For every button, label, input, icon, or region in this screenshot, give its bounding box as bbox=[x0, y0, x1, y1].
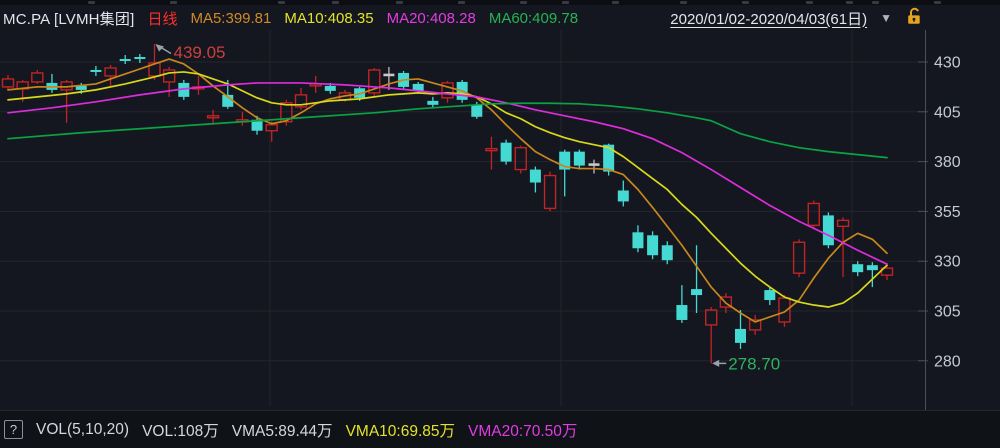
vma20-value: VMA20:70.50万 bbox=[468, 422, 578, 440]
date-range-link[interactable]: 2020/01/02-2020/04/03(61日) bbox=[670, 10, 868, 28]
ma20-legend: MA20:408.28 bbox=[386, 9, 476, 27]
ma-line-ma60 bbox=[7, 102, 888, 159]
chart-header: MC.PA [LVMH集团] 日线 MA5:399.81 MA10:408.35… bbox=[0, 0, 1000, 30]
ma-line-ma10 bbox=[7, 71, 888, 308]
ma5-legend: MA5:399.81 bbox=[190, 9, 272, 27]
vma5-value: VMA5:89.44万 bbox=[231, 422, 333, 440]
high-price-annotation: 439.05 bbox=[174, 43, 226, 62]
ma-lines-group bbox=[7, 58, 888, 323]
vol-value: VOL:108万 bbox=[142, 422, 219, 440]
legend-row: MC.PA [LVMH集团] 日线 MA5:399.81 MA10:408.35… bbox=[3, 7, 1000, 29]
unlock-icon[interactable] bbox=[907, 7, 922, 29]
y-axis-label: 380 bbox=[934, 154, 961, 171]
y-axis-label: 305 bbox=[934, 304, 961, 321]
annotations-group: 439.05 278.70 bbox=[155, 43, 780, 373]
y-axis-label: 355 bbox=[934, 204, 961, 221]
symbol-code: MC.PA bbox=[3, 10, 50, 28]
help-icon[interactable]: ? bbox=[4, 420, 23, 439]
symbol-name: [LVMH集团] bbox=[53, 10, 135, 28]
low-price-annotation: 278.70 bbox=[728, 354, 780, 373]
candles-group bbox=[1, 43, 894, 364]
y-axis-label: 430 bbox=[934, 55, 961, 72]
gridlines: 430 405 380 355 330 305 280 bbox=[0, 30, 961, 448]
cropped-toolbar-row bbox=[0, 0, 1000, 5]
vol-params-label: VOL(5,10,20) bbox=[36, 420, 130, 438]
symbol-ticker: MC.PA [LVMH集团] bbox=[3, 8, 134, 29]
ma-line-ma20 bbox=[7, 82, 888, 266]
volume-header-bar: ? VOL(5,10,20) VOL:108万 VMA5:89.44万 VMA1… bbox=[0, 410, 1000, 448]
y-axis-label: 405 bbox=[934, 104, 961, 121]
y-axis-label: 280 bbox=[934, 353, 961, 370]
chevron-down-icon[interactable]: ▼ bbox=[880, 11, 892, 25]
ma10-legend: MA10:408.35 bbox=[284, 9, 374, 27]
period-label[interactable]: 日线 bbox=[147, 10, 178, 28]
vma10-value: VMA10:69.85万 bbox=[345, 422, 455, 440]
y-axis-label: 330 bbox=[934, 254, 961, 271]
ma60-legend: MA60:409.78 bbox=[488, 9, 579, 27]
